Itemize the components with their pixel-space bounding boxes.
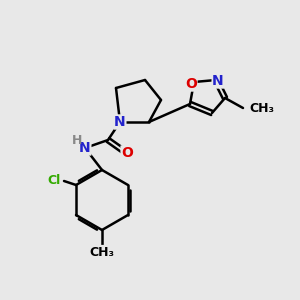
- Text: O: O: [121, 146, 133, 160]
- Text: H: H: [72, 134, 82, 146]
- Text: CH₃: CH₃: [89, 245, 115, 259]
- Text: N: N: [212, 74, 224, 88]
- Text: N: N: [79, 141, 91, 155]
- Text: CH₃: CH₃: [249, 101, 274, 115]
- Text: Cl: Cl: [47, 175, 61, 188]
- Text: O: O: [185, 77, 197, 91]
- Text: N: N: [114, 115, 126, 129]
